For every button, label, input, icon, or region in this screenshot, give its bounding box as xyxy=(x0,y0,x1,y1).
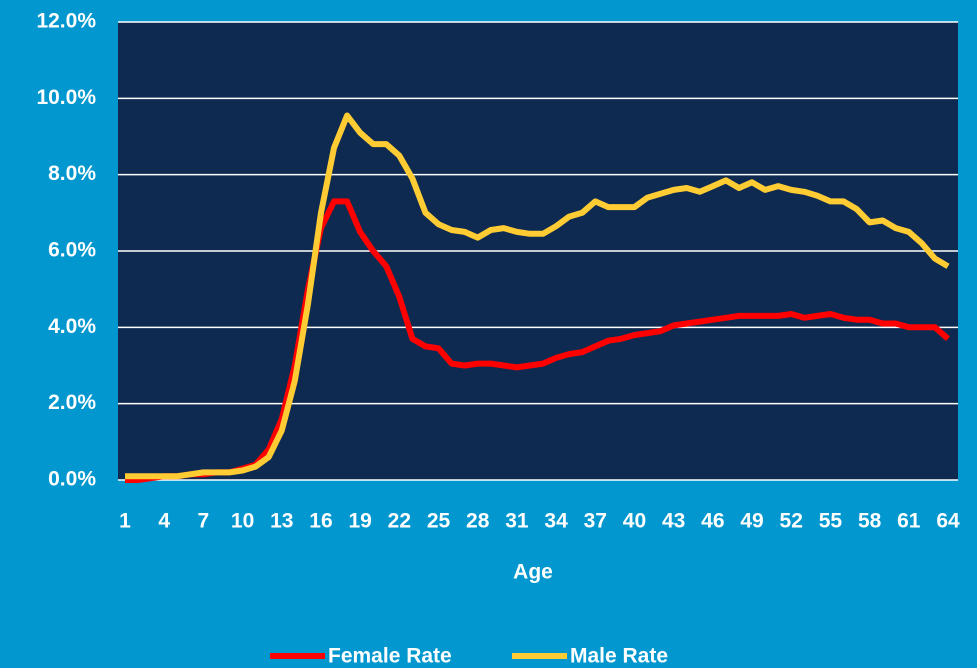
y-tick-label: 0.0% xyxy=(48,468,96,491)
y-tick-label: 12.0% xyxy=(36,10,96,33)
x-tick-label: 61 xyxy=(897,510,921,533)
x-tick-label: 31 xyxy=(505,510,529,533)
y-tick-label: 4.0% xyxy=(48,315,96,338)
x-tick-label: 25 xyxy=(427,510,451,533)
x-tick-label: 58 xyxy=(858,510,882,533)
x-tick-label: 13 xyxy=(270,510,293,533)
x-tick-label: 52 xyxy=(780,510,803,533)
legend-label: Female Rate xyxy=(328,645,452,668)
x-tick-label: 19 xyxy=(348,510,371,533)
x-tick-label: 7 xyxy=(198,510,210,533)
x-tick-label: 40 xyxy=(623,510,646,533)
series-line xyxy=(125,198,950,483)
y-tick-label: 2.0% xyxy=(48,391,96,414)
x-tick-label: 10 xyxy=(231,510,254,533)
legend-label: Male Rate xyxy=(570,645,668,668)
x-tick-label: 55 xyxy=(819,510,843,533)
x-tick-label: 28 xyxy=(466,510,490,533)
x-tick-label: 16 xyxy=(309,510,332,533)
x-tick-label: 43 xyxy=(662,510,685,533)
x-tick-label: 34 xyxy=(544,510,568,533)
x-tick-label: 64 xyxy=(936,510,960,533)
y-tick-label: 10.0% xyxy=(36,86,96,109)
series-line xyxy=(125,112,950,480)
x-tick-label: 22 xyxy=(388,510,411,533)
y-tick-label: 6.0% xyxy=(48,239,96,262)
y-tick-label: 8.0% xyxy=(48,162,96,185)
x-tick-label: 46 xyxy=(701,510,724,533)
x-tick-label: 49 xyxy=(740,510,763,533)
x-tick-label: 1 xyxy=(119,510,131,533)
x-tick-label: 37 xyxy=(584,510,607,533)
x-tick-label: 4 xyxy=(158,510,170,533)
x-axis-label: Age xyxy=(513,561,553,584)
